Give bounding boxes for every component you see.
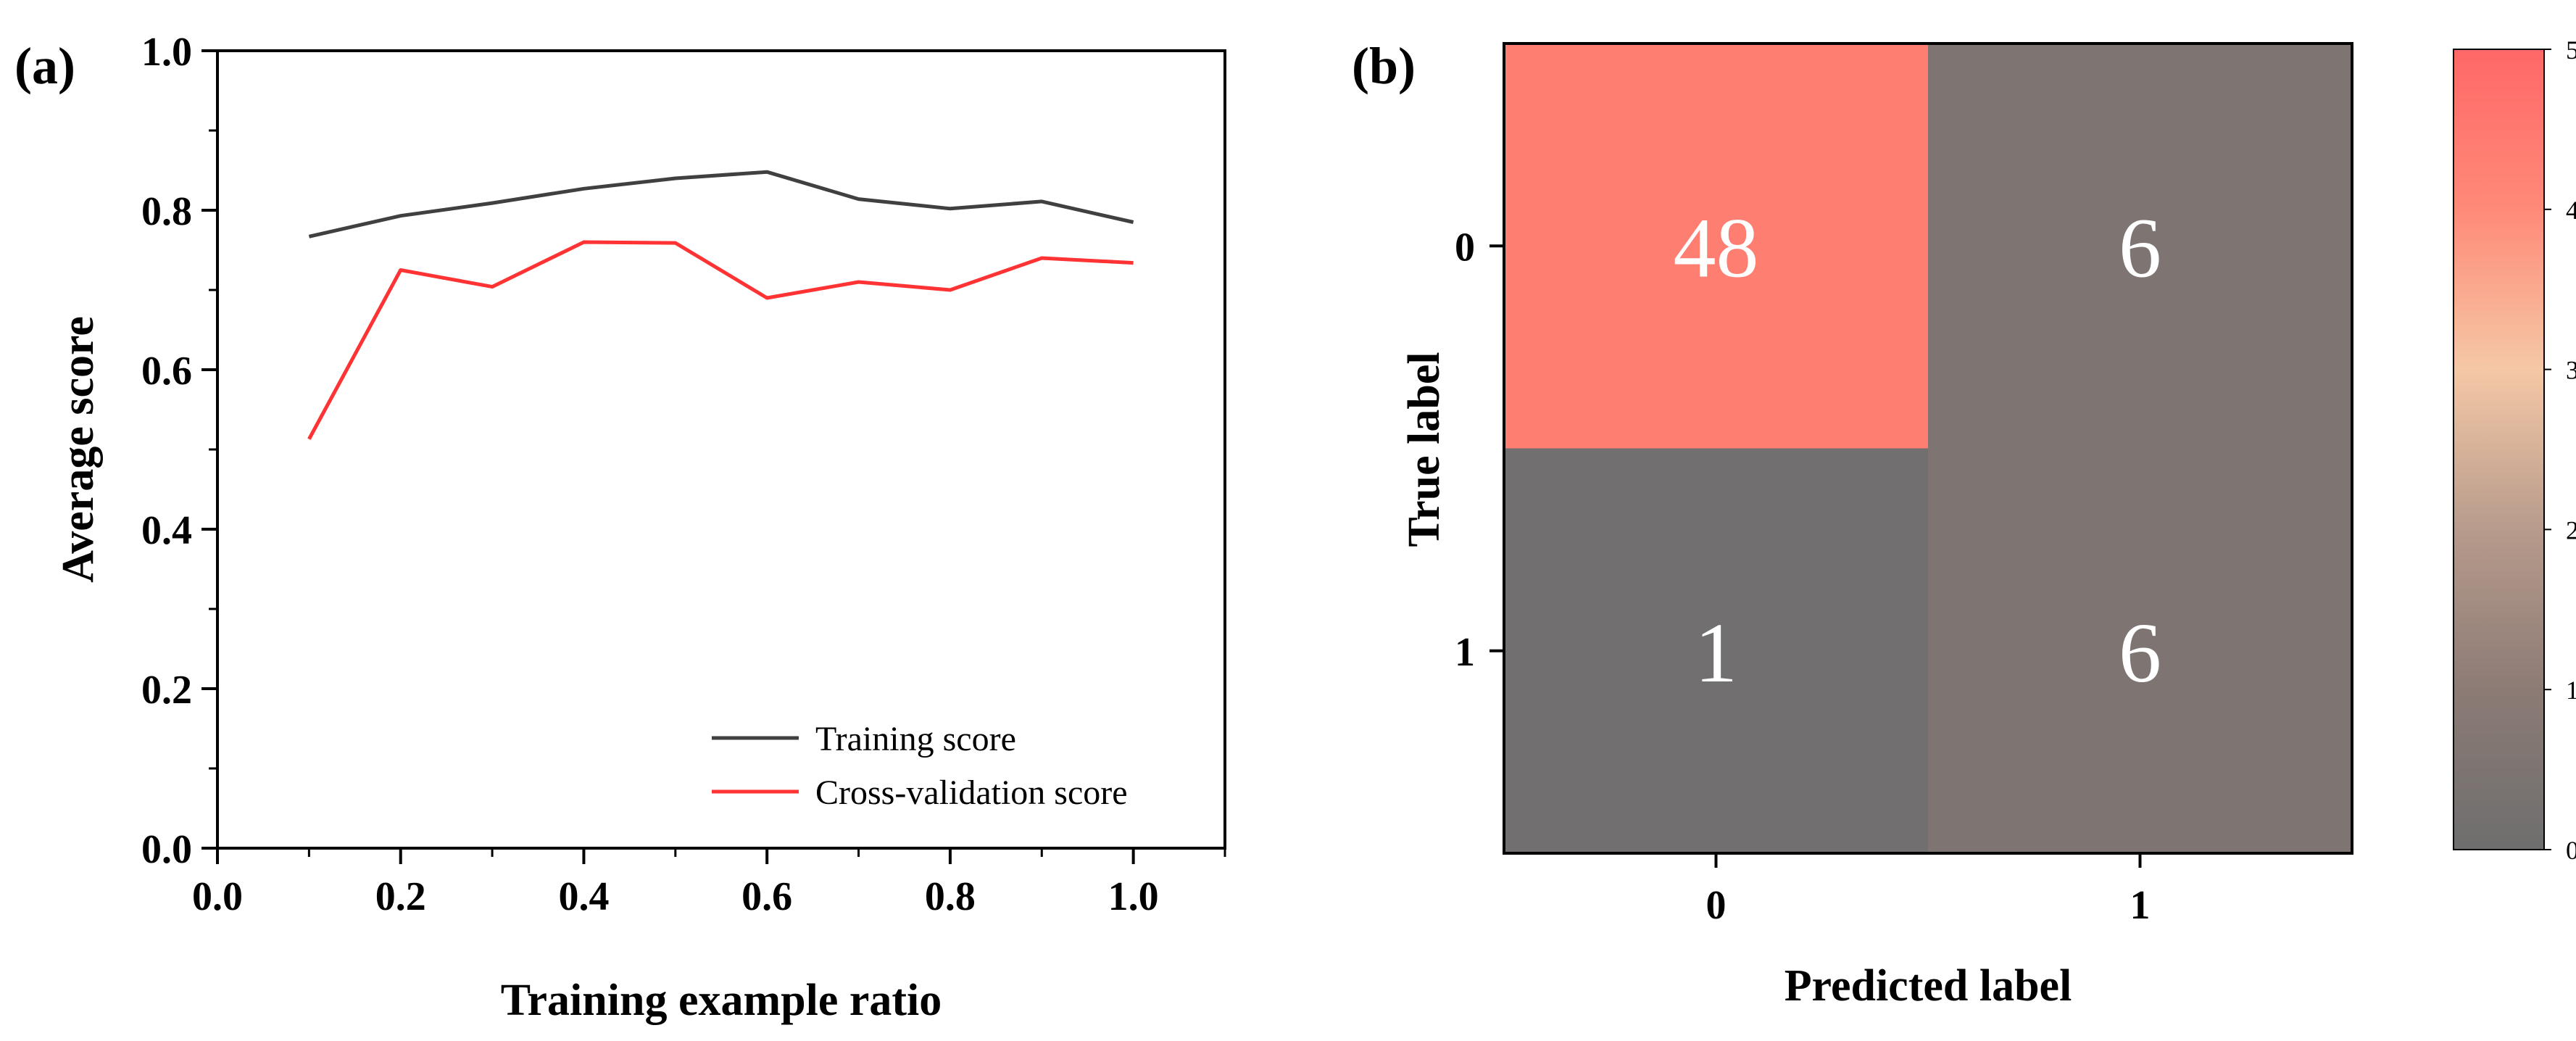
colorbar-gradient: [2453, 49, 2545, 850]
confusion-matrix-ticks: 0 1 0 1: [1455, 225, 2151, 928]
matrix-cell-value: 6: [2119, 605, 2161, 700]
matrix-cell-value: 1: [1695, 605, 1737, 700]
colorbar-tick-label: 33: [2566, 356, 2576, 385]
x-tick-label: 0.4: [558, 874, 609, 919]
learning-curve-legend: Training score Cross-validation score: [712, 720, 1128, 812]
panel-label-a: (a): [14, 37, 75, 95]
y-tick-label: 0.8: [141, 189, 192, 234]
matrix-cell-value: 48: [1674, 200, 1759, 295]
x-tick-label: 0.2: [375, 874, 426, 919]
x-tick-label: 0.6: [741, 874, 792, 919]
matrix-cell-value: 6: [2119, 200, 2161, 295]
matrix-cell: [1504, 448, 1928, 853]
learning-curve-plot-frame: [216, 49, 1226, 850]
matrix-cell: [1928, 448, 2352, 853]
cross-validation-score-line: [307, 240, 1134, 440]
legend-label-training: Training score: [815, 720, 1016, 758]
confusion-matrix-y-axis-title: True label: [1400, 352, 1449, 547]
y-tick-label: 0.2: [141, 668, 192, 713]
colorbar-tick-label: 22: [2566, 515, 2576, 544]
y-tick-label: 0.4: [141, 508, 192, 553]
legend-label-cross-validation: Cross-validation score: [815, 774, 1128, 812]
y-category-label: 0: [1455, 225, 1475, 270]
x-category-label: 1: [2130, 883, 2151, 928]
colorbar: 0 11 22 33 44 55: [2453, 36, 2576, 865]
y-tick-label: 1.0: [141, 30, 192, 75]
x-tick-label: 0.0: [192, 874, 243, 919]
confusion-matrix-x-axis-title: Predicted label: [1784, 961, 2072, 1011]
colorbar-tick-label: 11: [2566, 676, 2576, 705]
x-category-label: 0: [1706, 883, 1727, 928]
learning-curve-x-axis-title: Training example ratio: [501, 976, 942, 1025]
matrix-cell: [1928, 43, 2352, 449]
confusion-matrix-chart: (b) 48 6 1 6 0 1 0 1 Predicted label True labe…: [1352, 36, 2576, 1011]
confusion-matrix-cells: 48 6 1 6: [1504, 43, 2352, 853]
matrix-cell: [1504, 43, 1928, 449]
panel-label-b: (b): [1352, 37, 1416, 95]
colorbar-tick-label: 55: [2566, 36, 2576, 65]
colorbar-tick-label: 0: [2566, 836, 2576, 865]
colorbar-ticks: 0 11 22 33 44 55: [2544, 36, 2576, 865]
y-tick-label: 0.0: [141, 827, 192, 872]
y-category-label: 1: [1455, 630, 1475, 675]
learning-curve-ticks: 0.0 0.2 0.4 0.6 0.8 1.0 0.0 0.2 0.4 0.6 0.8 1.0: [141, 30, 1226, 919]
learning-curve-chart: (a) 0.0 0.2 0.4 0.6 0.8 1.0 0.0 0.2 0.4 0.6 0.8 1.0…: [14, 30, 1226, 1025]
learning-curve-y-axis-title: Average score: [54, 316, 103, 583]
learning-curve-lines: [307, 170, 1134, 440]
x-tick-label: 1.0: [1108, 874, 1159, 919]
x-tick-label: 0.8: [925, 874, 976, 919]
y-tick-label: 0.6: [141, 349, 192, 394]
training-score-line: [308, 170, 1134, 239]
colorbar-tick-label: 44: [2566, 196, 2576, 225]
confusion-matrix-frame: [1503, 42, 2353, 855]
